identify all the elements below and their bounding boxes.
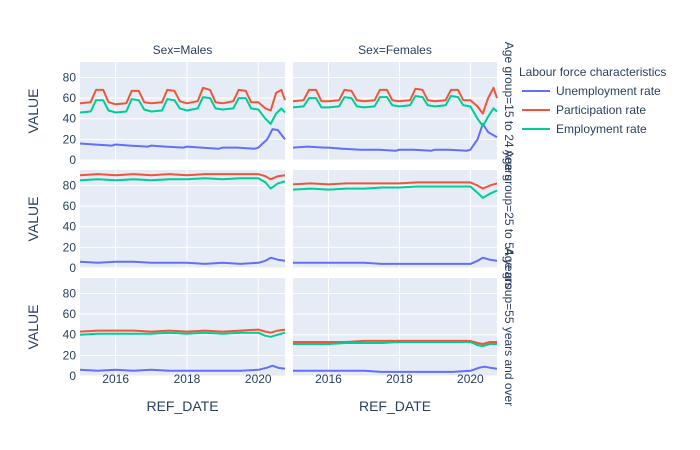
plot-panel-bg bbox=[80, 62, 285, 160]
legend-title: Labour force characteristics bbox=[519, 65, 666, 79]
y-axis-title: VALUE bbox=[25, 197, 41, 242]
x-tick-label: 2020 bbox=[457, 372, 484, 386]
facet-col-label: Sex=Males bbox=[153, 43, 213, 57]
y-tick-label: 20 bbox=[63, 240, 77, 254]
y-tick-label: 80 bbox=[63, 286, 77, 300]
x-tick-label: 2018 bbox=[174, 372, 201, 386]
y-tick-label: 80 bbox=[63, 70, 77, 84]
series-line bbox=[79, 177, 286, 190]
plot-panel-bg bbox=[80, 170, 285, 268]
y-axis-title: VALUE bbox=[25, 89, 41, 134]
y-axis-title: VALUE bbox=[25, 305, 41, 350]
series-line bbox=[79, 364, 286, 372]
facet-row-label: Age group=15 to 24 years bbox=[502, 42, 516, 180]
legend-item: Employment rate bbox=[556, 122, 647, 136]
y-tick-label: 40 bbox=[63, 220, 77, 234]
legend-item: Unemployment rate bbox=[556, 84, 661, 98]
x-axis-title: REF_DATE bbox=[359, 398, 431, 414]
y-tick-label: 40 bbox=[63, 328, 77, 342]
series-line bbox=[79, 128, 286, 150]
series-line bbox=[79, 328, 286, 334]
series-line bbox=[292, 95, 498, 127]
series-line bbox=[293, 256, 498, 265]
y-tick-label: 20 bbox=[63, 348, 77, 362]
series-line bbox=[79, 96, 286, 125]
y-tick-label: 60 bbox=[63, 307, 77, 321]
y-tick-label: 60 bbox=[63, 199, 77, 213]
x-tick-label: 2020 bbox=[245, 372, 272, 386]
series-line bbox=[292, 122, 498, 152]
series-line bbox=[293, 341, 497, 348]
series-line bbox=[292, 181, 498, 190]
plot-panel-bg bbox=[293, 278, 497, 376]
x-tick-label: 2016 bbox=[315, 372, 342, 386]
y-tick-label: 0 bbox=[69, 261, 76, 275]
series-line bbox=[79, 256, 286, 265]
series-line bbox=[79, 86, 286, 112]
series-line bbox=[293, 365, 498, 373]
facet-row-label: Age group=25 to 54 years bbox=[502, 150, 516, 288]
y-tick-label: 0 bbox=[69, 153, 76, 167]
series-line bbox=[293, 339, 497, 345]
plot-panel-bg bbox=[80, 278, 285, 376]
y-tick-label: 80 bbox=[63, 178, 77, 192]
legend-item: Participation rate bbox=[556, 103, 646, 117]
y-tick-label: 0 bbox=[69, 369, 76, 383]
x-axis-title: REF_DATE bbox=[146, 398, 218, 414]
x-tick-label: 2016 bbox=[102, 372, 129, 386]
series-line bbox=[292, 185, 498, 199]
series-line bbox=[292, 86, 498, 115]
y-tick-label: 40 bbox=[63, 112, 77, 126]
x-tick-label: 2018 bbox=[386, 372, 413, 386]
plot-panel-bg bbox=[293, 62, 497, 160]
y-tick-label: 60 bbox=[63, 91, 77, 105]
y-tick-label: 20 bbox=[63, 132, 77, 146]
series-line bbox=[79, 173, 286, 181]
facet-row-label: Age group=55 years and over bbox=[502, 248, 516, 406]
series-line bbox=[79, 331, 286, 338]
facet-col-label: Sex=Females bbox=[358, 43, 432, 57]
